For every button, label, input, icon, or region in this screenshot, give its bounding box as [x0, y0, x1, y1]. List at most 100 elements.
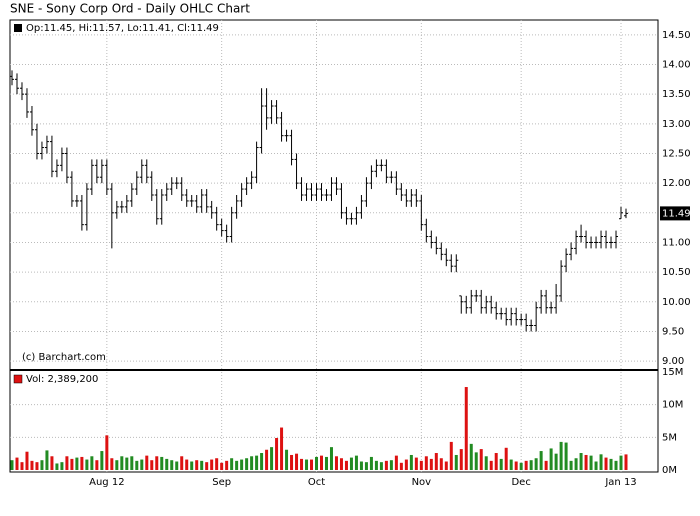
- volume-bar: [160, 456, 164, 470]
- volume-bar: [509, 459, 513, 470]
- volume-bar: [275, 437, 279, 470]
- volume-bar: [559, 441, 563, 470]
- volume-bar: [260, 453, 264, 470]
- volume-bar: [190, 461, 194, 470]
- x-tick-label: Sep: [212, 477, 231, 488]
- volume-bar: [15, 457, 19, 470]
- last-price-label: 11.49: [662, 208, 691, 219]
- volume-bar: [180, 456, 184, 470]
- volume-bar: [195, 460, 199, 470]
- volume-bar: [285, 449, 289, 470]
- volume-bar: [574, 458, 578, 470]
- volume-bar: [155, 456, 159, 470]
- volume-bar: [70, 458, 74, 470]
- y-tick-label: 10.00: [662, 297, 691, 308]
- volume-bar: [409, 454, 413, 470]
- y-tick-label: 14.00: [662, 59, 691, 70]
- volume-bar: [534, 458, 538, 470]
- volume-bar: [75, 457, 79, 470]
- volume-bar: [40, 460, 44, 470]
- volume-bar: [270, 447, 274, 470]
- volume-bar: [324, 456, 328, 470]
- volume-bar: [175, 461, 179, 470]
- volume-bar: [364, 462, 368, 470]
- volume-bar: [614, 460, 618, 470]
- volume-bar: [305, 459, 309, 470]
- volume-bar: [539, 451, 543, 470]
- price-legend: Op:11.45, Hi:11.57, Lo:11.41, Cl:11.49: [26, 23, 219, 34]
- volume-bar: [484, 456, 488, 470]
- x-tick-label: Dec: [511, 477, 530, 488]
- volume-bar: [245, 458, 249, 470]
- volume-bar: [609, 458, 613, 470]
- volume-bar: [110, 458, 114, 470]
- x-tick-label: Nov: [412, 477, 432, 488]
- volume-bar: [215, 458, 219, 470]
- y-tick-label: 13.00: [662, 119, 691, 130]
- volume-bar: [125, 457, 129, 470]
- volume-bar: [100, 451, 104, 470]
- x-tick-label: Aug 12: [89, 477, 124, 488]
- volume-bar: [599, 454, 603, 470]
- volume-bar: [494, 453, 498, 470]
- volume-bar: [290, 454, 294, 470]
- y2-tick-label: 5M: [662, 432, 677, 443]
- y-tick-label: 9.50: [662, 326, 684, 337]
- y2-tick-label: 10M: [662, 400, 683, 411]
- credit: (c) Barchart.com: [22, 352, 106, 363]
- volume-bar: [399, 462, 403, 470]
- volume-bar: [384, 460, 388, 470]
- volume-bar: [95, 460, 99, 470]
- volume-bar: [310, 459, 314, 470]
- volume-bar: [439, 458, 443, 470]
- volume-bar: [230, 458, 234, 470]
- last-price-box: [660, 206, 690, 221]
- volume-bar: [354, 455, 358, 470]
- volume-bar: [120, 456, 124, 470]
- volume-bar: [604, 457, 608, 470]
- volume-bar: [529, 460, 533, 470]
- volume-bar: [205, 462, 209, 470]
- volume-bar: [374, 460, 378, 470]
- volume-bar: [319, 455, 323, 470]
- volume-bar: [130, 456, 134, 470]
- volume-bar: [624, 454, 628, 470]
- price-legend-swatch: [14, 24, 22, 32]
- volume-bar: [449, 441, 453, 470]
- y-tick-label: 12.50: [662, 148, 691, 159]
- volume-bar: [235, 460, 239, 470]
- volume-bar: [115, 460, 119, 470]
- volume-bar: [85, 459, 89, 470]
- volume-bar: [344, 460, 348, 470]
- volume-bar: [10, 460, 14, 470]
- volume-bar: [434, 453, 438, 470]
- volume-bar: [594, 461, 598, 470]
- volume-bar: [80, 456, 84, 470]
- volume-bar: [220, 462, 224, 470]
- volume-bar: [379, 462, 383, 470]
- volume-bar: [564, 442, 568, 470]
- y2-tick-label: 15M: [662, 367, 683, 378]
- volume-bar: [45, 450, 49, 470]
- volume-bar: [464, 387, 468, 470]
- volume-bar: [474, 452, 478, 470]
- y-tick-label: 11.00: [662, 237, 691, 248]
- volume-bar: [429, 458, 433, 470]
- volume-bar: [140, 459, 144, 470]
- volume-bar: [200, 460, 204, 470]
- volume-bar: [170, 460, 174, 470]
- volume-bar: [60, 462, 64, 470]
- volume-bar: [50, 456, 54, 470]
- volume-bar: [145, 455, 149, 470]
- volume-bar: [389, 460, 393, 470]
- volume-bar: [569, 460, 573, 470]
- volume-bar: [424, 456, 428, 470]
- volume-bar: [589, 455, 593, 470]
- y-tick-label: 13.50: [662, 89, 691, 100]
- volume-bar: [419, 460, 423, 470]
- volume-bar: [150, 460, 154, 470]
- volume-bar: [185, 459, 189, 470]
- volume-bar: [105, 435, 109, 470]
- volume-bar: [210, 459, 214, 470]
